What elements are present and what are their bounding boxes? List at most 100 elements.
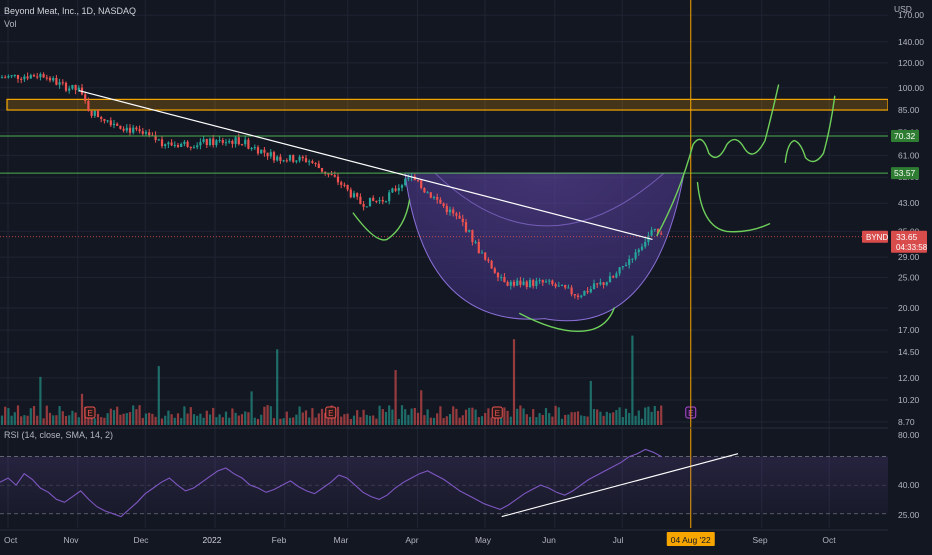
volume-bar	[660, 405, 663, 425]
price-tick: 61.00	[898, 150, 920, 160]
candle-body	[426, 192, 429, 194]
volume-bar	[244, 411, 247, 425]
candle-body	[580, 295, 583, 297]
candle-body	[266, 152, 269, 157]
badge-resistance-lower-bg	[891, 167, 919, 180]
volume-bar	[391, 409, 394, 425]
volume-bar	[29, 408, 32, 425]
sketch-path	[784, 95, 836, 164]
volume-bar	[541, 414, 544, 425]
candle-body	[637, 249, 640, 253]
candle-body	[519, 280, 522, 285]
time-label: Apr	[405, 535, 418, 545]
price-tick: 8.70	[898, 417, 915, 427]
time-label: Dec	[133, 535, 149, 545]
candle-body	[320, 167, 324, 172]
candle-body	[567, 287, 570, 289]
volume-bar	[183, 406, 186, 425]
volume-bar	[631, 335, 634, 425]
candle-body	[592, 283, 596, 290]
candle-body	[621, 266, 624, 268]
volume-bar	[176, 413, 180, 425]
volume-bar	[148, 412, 151, 425]
rsi-tick: 80.00	[898, 430, 920, 440]
volume-bar	[436, 413, 439, 425]
candle-body	[39, 74, 42, 78]
candle-body	[234, 137, 237, 144]
candle-body	[340, 182, 343, 185]
candle-body	[183, 141, 186, 144]
candle-body	[93, 111, 96, 116]
volume-bar	[279, 418, 282, 425]
volume-bar	[605, 411, 608, 425]
candle-body	[170, 142, 173, 146]
volume-bar	[564, 414, 567, 425]
candle-body	[90, 110, 93, 116]
candle-body	[128, 127, 132, 133]
candle-body	[615, 273, 618, 278]
volume-bar	[557, 407, 560, 425]
candle-body	[480, 252, 484, 254]
volume-bar	[525, 414, 528, 425]
volume-bar	[247, 412, 250, 425]
volume-bar	[240, 414, 244, 425]
candle-body	[304, 158, 308, 162]
volume-bar	[160, 418, 164, 425]
candle-body	[487, 259, 490, 261]
trendline	[78, 89, 653, 241]
price-tick: 43.00	[898, 198, 920, 208]
volume-bar	[196, 415, 199, 425]
time-label: Oct	[822, 535, 836, 545]
candle-body	[359, 196, 362, 205]
candle-body	[493, 268, 496, 273]
candle-body	[548, 280, 551, 282]
volume-bar	[138, 405, 141, 425]
candle-body	[295, 160, 298, 162]
volume-bar	[304, 410, 308, 425]
volume-bar	[490, 417, 493, 425]
countdown-badge: 04:33:58	[896, 243, 928, 252]
candle-body	[362, 204, 365, 207]
volume-bar	[151, 413, 154, 425]
candle-body	[189, 146, 192, 148]
candle-body	[160, 139, 164, 147]
volume-bar	[71, 410, 74, 425]
candle-body	[103, 118, 106, 121]
time-label: Feb	[272, 535, 287, 545]
volume-bar	[471, 407, 474, 425]
volume-bar	[228, 417, 231, 425]
candle-body	[656, 228, 660, 234]
candle-body	[317, 163, 320, 168]
resistance-zone	[6, 98, 889, 111]
candle-body	[288, 155, 292, 161]
candle-body	[119, 125, 122, 129]
candle-body	[253, 147, 256, 149]
volume-bar	[4, 406, 7, 425]
volume-bar	[592, 409, 596, 425]
volume-bar	[615, 409, 618, 425]
candle-body	[461, 218, 464, 223]
candle-body	[199, 141, 202, 146]
candle-body	[336, 176, 340, 183]
volume-bar	[237, 415, 240, 425]
candle-body	[77, 87, 80, 91]
candle-body	[228, 140, 231, 143]
volume-bar	[48, 412, 52, 425]
volume-bar	[452, 406, 455, 425]
volume-bar	[461, 415, 464, 425]
volume-bar	[173, 417, 176, 425]
candle-body	[144, 132, 148, 134]
volume-bar	[234, 412, 237, 425]
candle-body	[231, 140, 234, 144]
volume-bar	[180, 418, 183, 425]
earnings-marker	[325, 406, 337, 419]
candle-body	[308, 161, 311, 163]
candle-body	[506, 282, 509, 286]
volume-bar	[205, 410, 208, 425]
volume-bar	[394, 370, 397, 425]
candle-body	[439, 199, 442, 204]
badge-resistance-lower: 53.57	[894, 168, 916, 178]
